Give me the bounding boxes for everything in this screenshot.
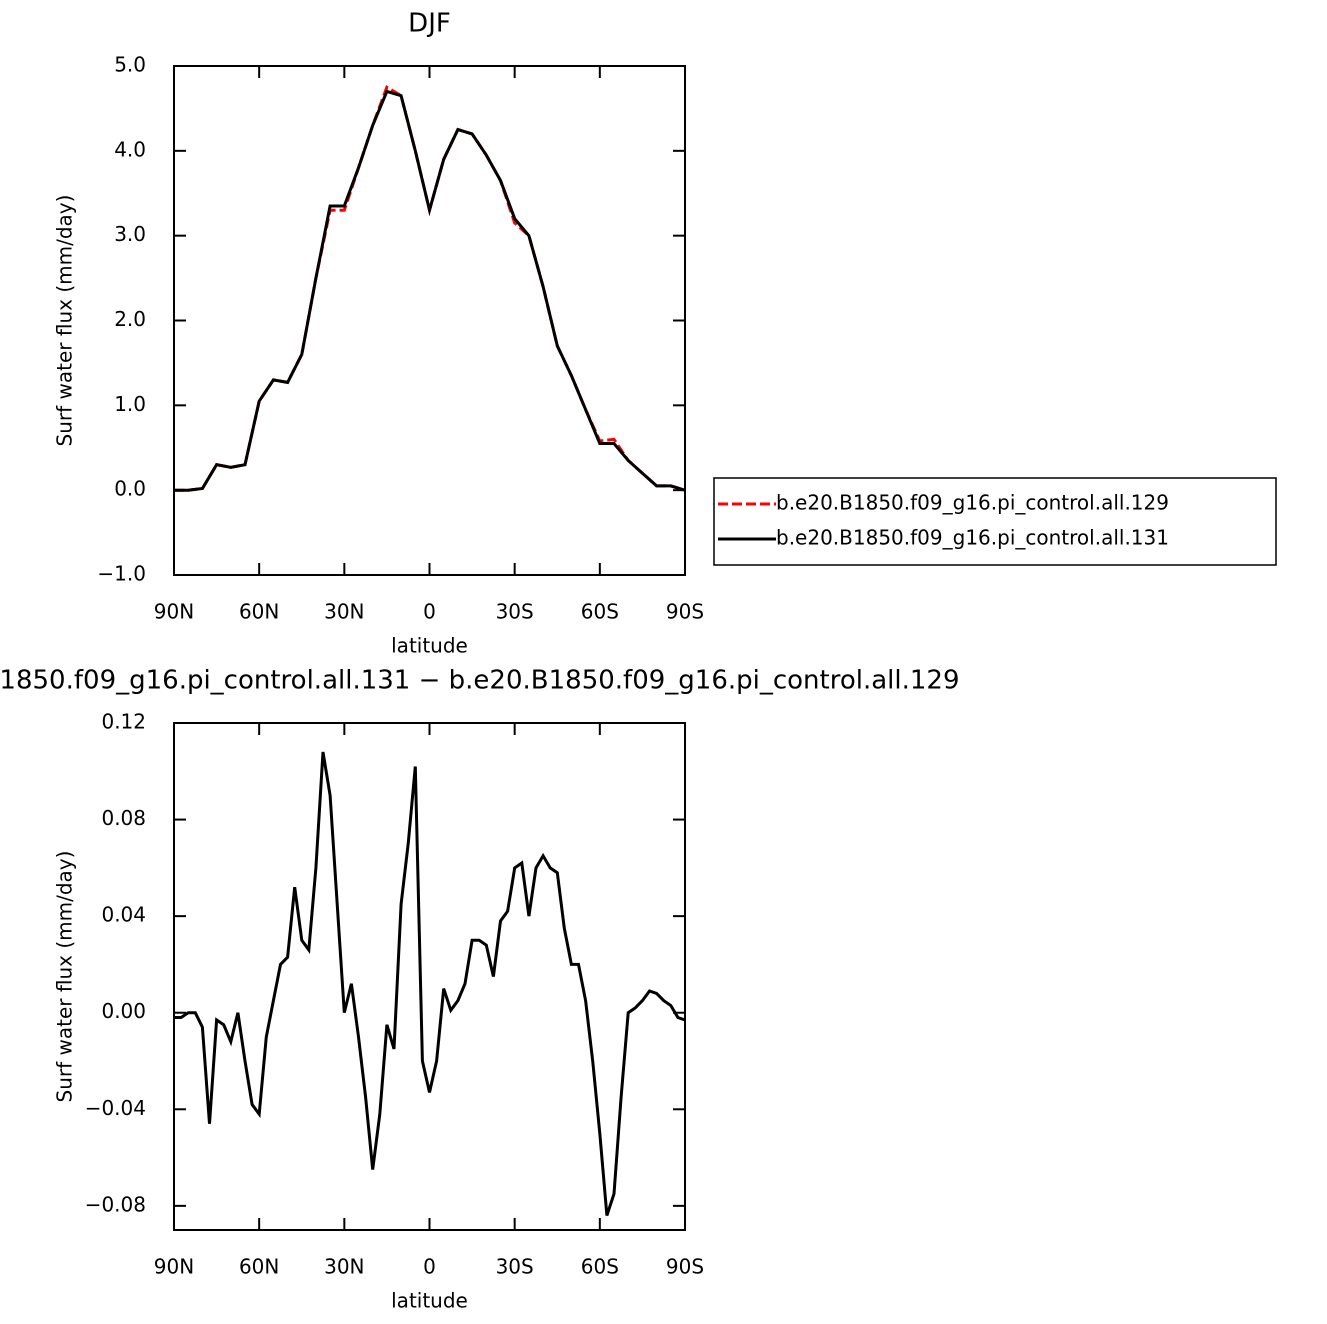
x-tick-label: 60N [239, 1255, 279, 1279]
plot-frame [173, 722, 686, 1231]
x-tick-label: 90S [666, 600, 704, 624]
chart-title: b.e20.B1850.f09_g16.pi_control.all.131 −… [0, 666, 960, 696]
x-tick-label: 30S [496, 600, 534, 624]
y-tick-label: −0.08 [85, 1192, 146, 1216]
x-axis-label: latitude [391, 634, 468, 658]
y-tick-label: 0.00 [101, 999, 146, 1023]
legend-box [713, 477, 1277, 566]
x-tick-label: 60S [581, 600, 619, 624]
y-axis-label: Surf water flux (mm/day) [53, 851, 77, 1103]
data-line [174, 84, 686, 492]
y-axis-label: Surf water flux (mm/day) [53, 195, 77, 447]
x-tick-label: 30N [324, 1255, 364, 1279]
x-tick-label: 30N [324, 600, 364, 624]
y-tick-label: −1.0 [97, 562, 146, 586]
y-tick-label: 0.0 [114, 477, 146, 501]
y-tick-label: 0.08 [101, 806, 146, 830]
y-tick-label: 4.0 [114, 137, 146, 161]
x-tick-label: 90S [666, 1255, 704, 1279]
data-line [174, 751, 686, 1216]
legend-label: b.e20.B1850.f09_g16.pi_control.all.129 [776, 491, 1169, 515]
y-tick-label: −0.04 [85, 1096, 146, 1120]
y-tick-label: 0.12 [101, 710, 146, 734]
data-line [174, 89, 686, 492]
x-axis-label: latitude [391, 1289, 468, 1313]
x-tick-label: 60N [239, 600, 279, 624]
x-tick-label: 90N [154, 1255, 194, 1279]
x-tick-label: 0 [423, 1255, 436, 1279]
y-tick-label: 3.0 [114, 222, 146, 246]
x-tick-label: 30S [496, 1255, 534, 1279]
plot-frame [173, 65, 686, 576]
x-tick-label: 90N [154, 600, 194, 624]
y-tick-label: 2.0 [114, 307, 146, 331]
chart-title: DJF [408, 9, 451, 39]
y-tick-label: 1.0 [114, 392, 146, 416]
legend-label: b.e20.B1850.f09_g16.pi_control.all.131 [776, 526, 1169, 550]
y-tick-label: 0.04 [101, 903, 146, 927]
x-tick-label: 60S [581, 1255, 619, 1279]
y-tick-label: 5.0 [114, 53, 146, 77]
x-tick-label: 0 [423, 600, 436, 624]
